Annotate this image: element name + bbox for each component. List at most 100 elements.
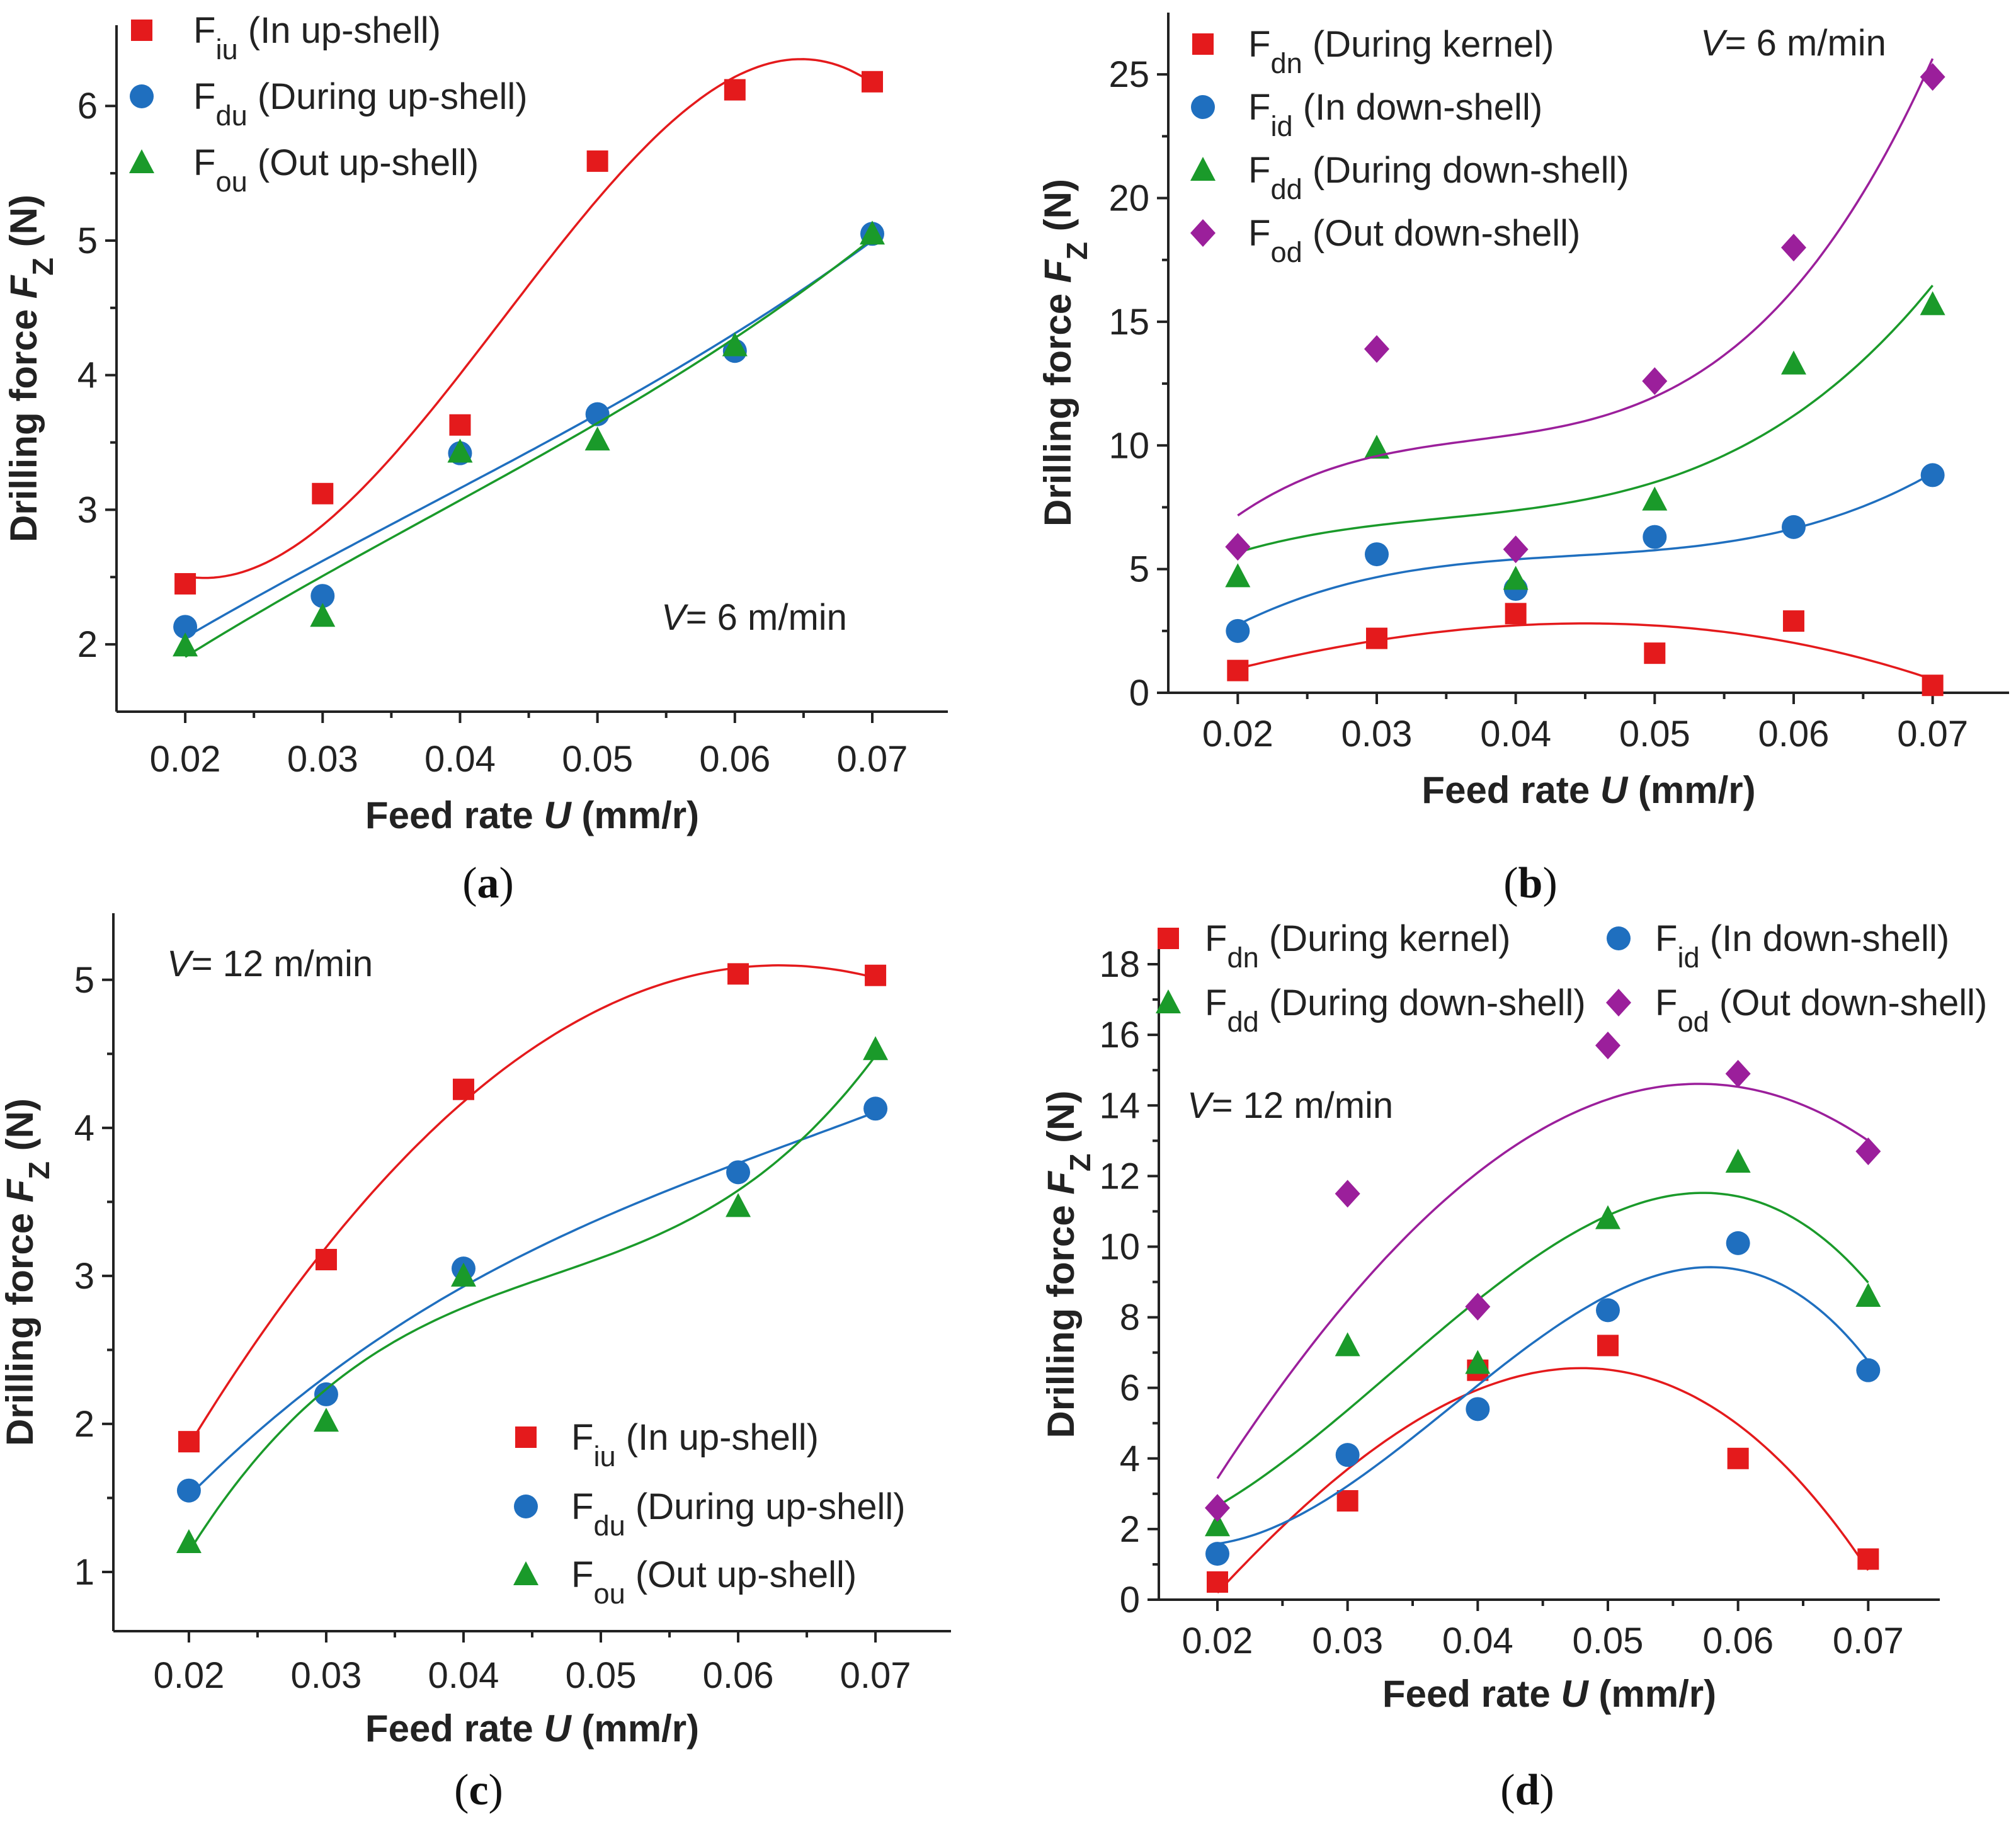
y-tick-label: 0 xyxy=(1129,673,1149,714)
legend-marker-ou xyxy=(513,1561,538,1585)
data-point-od xyxy=(1855,1137,1881,1166)
speed-annotation: V= 6 m/min xyxy=(1700,23,1886,64)
data-point-du xyxy=(863,1096,888,1121)
x-tick-label: 0.07 xyxy=(840,1655,911,1696)
y-tick-label: 1 xyxy=(74,1552,94,1593)
data-point-ou xyxy=(173,632,198,657)
y-tick-label: 20 xyxy=(1108,178,1149,219)
legend-marker-dn xyxy=(1192,33,1214,55)
y-tick-label: 14 xyxy=(1099,1085,1140,1126)
y-tick-label: 18 xyxy=(1099,944,1140,985)
speed-annotation: V= 6 m/min xyxy=(661,597,847,638)
data-point-id xyxy=(1781,515,1806,539)
legend-label-du: Fdu (During up-shell) xyxy=(571,1486,906,1542)
data-point-ou xyxy=(310,603,336,627)
y-axis-label: Drilling force FZ (N) xyxy=(0,1098,55,1446)
data-point-od xyxy=(1725,1059,1751,1088)
x-axis-label: Feed rate U (mm/r) xyxy=(365,794,699,836)
data-point-du xyxy=(314,1382,338,1406)
y-axis-label: Drilling force FZ (N) xyxy=(3,195,59,542)
data-point-dn xyxy=(1644,642,1666,664)
data-point-du xyxy=(726,1160,751,1185)
data-point-id xyxy=(1466,1397,1490,1421)
y-tick-label: 0 xyxy=(1120,1580,1140,1620)
y-tick-label: 5 xyxy=(74,960,94,1001)
data-point-ou xyxy=(447,438,473,463)
fit-curve-du xyxy=(188,1111,876,1497)
data-point-id xyxy=(1596,1298,1620,1323)
x-tick-label: 0.04 xyxy=(424,739,496,780)
x-tick-label: 0.07 xyxy=(1833,1620,1904,1661)
legend-marker-od xyxy=(1606,989,1631,1016)
data-point-dn xyxy=(1207,1571,1228,1593)
data-point-dd xyxy=(1725,1148,1751,1173)
legend-label-du: Fdu (During up-shell) xyxy=(193,76,528,132)
x-axis-label: Feed rate U (mm/r) xyxy=(1421,769,1755,811)
data-point-od xyxy=(1465,1292,1491,1321)
x-tick-label: 0.05 xyxy=(1619,714,1690,754)
data-point-id xyxy=(1856,1358,1881,1382)
legend-marker-dd xyxy=(1156,989,1181,1013)
data-point-dn xyxy=(1365,627,1387,649)
x-tick-label: 0.06 xyxy=(1702,1620,1774,1661)
data-point-du xyxy=(173,615,198,639)
data-point-id xyxy=(1335,1443,1360,1467)
legend-marker-du xyxy=(130,84,154,108)
y-tick-label: 25 xyxy=(1108,54,1149,95)
y-tick-label: 6 xyxy=(1120,1368,1140,1409)
fit-curve-ou xyxy=(188,1055,877,1553)
data-point-dn xyxy=(1857,1548,1879,1570)
data-point-od xyxy=(1642,367,1668,396)
x-tick-label: 0.07 xyxy=(1897,714,1968,754)
data-point-ou xyxy=(722,332,748,356)
legend-label-iu: Fiu (In up-shell) xyxy=(571,1417,819,1472)
fit-curve-dd xyxy=(1217,1192,1869,1507)
data-point-iu xyxy=(174,572,196,595)
data-point-du xyxy=(310,584,335,608)
x-tick-label: 0.05 xyxy=(1573,1620,1644,1661)
data-point-ou xyxy=(313,1408,339,1432)
legend-marker-id xyxy=(1607,926,1631,950)
legend-marker-od xyxy=(1190,219,1216,247)
data-point-dd xyxy=(1503,566,1529,590)
fit-curve-du xyxy=(185,239,874,639)
data-point-id xyxy=(1205,1542,1229,1566)
data-point-iu xyxy=(862,71,883,93)
data-point-od xyxy=(1335,1180,1360,1208)
fit-curve-od xyxy=(1216,1083,1869,1479)
legend-label-iu: Fiu (In up-shell) xyxy=(193,10,441,65)
x-tick-label: 0.06 xyxy=(1758,714,1830,754)
y-tick-label: 8 xyxy=(1120,1297,1140,1338)
y-tick-label: 2 xyxy=(74,1404,94,1445)
fit-curve-od xyxy=(1237,58,1934,516)
data-point-id xyxy=(1643,525,1667,549)
data-point-dd xyxy=(1465,1350,1491,1374)
data-point-dd xyxy=(1780,350,1806,375)
data-point-dn xyxy=(1727,1447,1749,1469)
x-tick-label: 0.02 xyxy=(153,1655,224,1696)
fit-curve-dn xyxy=(1216,1367,1869,1594)
data-point-dn xyxy=(1782,610,1804,632)
data-point-dd xyxy=(1205,1512,1230,1537)
legend-marker-iu xyxy=(515,1426,537,1448)
legend-label-id: Fid (In down-shell) xyxy=(1248,87,1542,142)
x-tick-label: 0.03 xyxy=(287,739,358,780)
data-point-dn xyxy=(1505,603,1527,625)
fit-curve-id xyxy=(1217,1266,1869,1545)
legend-marker-ou xyxy=(129,149,154,173)
data-point-ou xyxy=(863,1036,889,1061)
fit-curve-dn xyxy=(1237,622,1933,681)
y-tick-label: 4 xyxy=(74,1108,94,1149)
data-point-ou xyxy=(584,426,610,451)
legend-label-dn: Fdn (During kernel) xyxy=(1205,918,1510,974)
y-tick-label: 2 xyxy=(1120,1509,1140,1550)
fit-curve-ou xyxy=(185,237,874,658)
x-tick-label: 0.02 xyxy=(1202,714,1273,754)
data-point-od xyxy=(1595,1031,1620,1059)
panel-label: (d) xyxy=(1500,1766,1554,1814)
data-point-iu xyxy=(315,1249,337,1271)
fit-curve-id xyxy=(1237,472,1933,626)
data-point-ou xyxy=(860,220,885,245)
chart-panel-c: 0.02 0.03 0.04 0.05 0.06 0.07 1 2 3 4 5 Feed rate U… xyxy=(0,913,951,1814)
